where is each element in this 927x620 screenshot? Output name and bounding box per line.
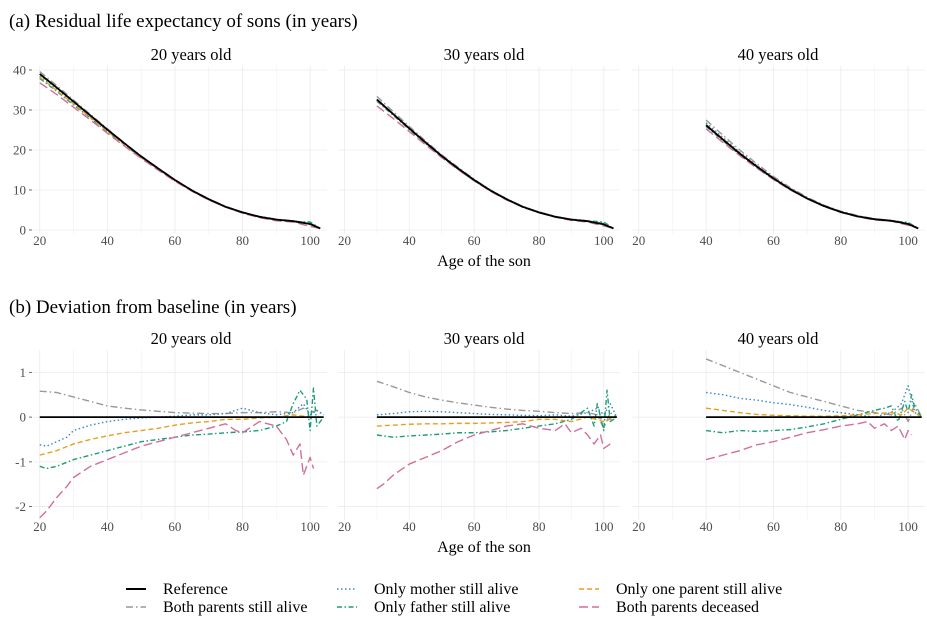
legend-label-both_deceased: Both parents deceased	[616, 599, 759, 616]
legend-label-only_father: Only father still alive	[374, 599, 510, 616]
series-line-only_father	[39, 77, 321, 229]
x-tick-label: 80	[834, 233, 847, 248]
x-tick-label: 20	[33, 519, 46, 534]
x-tick-label: 100	[594, 233, 614, 248]
x-tick-label: 20	[338, 519, 351, 534]
x-tick-label: 60	[168, 519, 181, 534]
facet-1-0: 20 40 60 80 100 -2 -1 0 1	[15, 350, 327, 534]
series-line-both_alive	[705, 358, 923, 423]
x-tick-label: 20	[338, 233, 351, 248]
x-tick-label: 60	[468, 519, 481, 534]
series-line-only_one	[376, 99, 614, 230]
legend-label-reference: Reference	[163, 581, 228, 598]
facet-label-b-40: 40 years old	[738, 329, 819, 348]
series-line-both_deceased	[376, 423, 611, 490]
series-line-only_one	[39, 76, 321, 230]
y-tick-label: 0	[20, 223, 27, 238]
series-line-only_mother	[376, 98, 614, 230]
series-line-reference	[376, 98, 614, 230]
legend-label-only_one: Only one parent still alive	[616, 581, 782, 598]
series-line-only_father	[376, 389, 618, 438]
series-line-only_father	[705, 125, 919, 230]
series-line-both_alive	[376, 95, 614, 230]
panel-a-title: (a) Residual life expectancy of sons (in…	[9, 11, 358, 32]
x-tick-label: 40	[700, 519, 713, 534]
facet-0-0: 20 40 60 80 100 0 10 20 30 40	[13, 63, 327, 248]
x-axis-title-b: Age of the son	[437, 539, 531, 556]
y-tick-label: 30	[13, 103, 26, 118]
x-tick-label: 100	[300, 519, 320, 534]
series-line-only_mother	[39, 402, 325, 447]
x-tick-label: 100	[300, 233, 320, 248]
y-tick-label: -2	[15, 499, 26, 514]
legend-label-only_mother: Only mother still alive	[374, 581, 518, 598]
x-axis-title-a: Age of the son	[437, 253, 531, 270]
facet-label-b-20: 20 years old	[151, 329, 232, 348]
y-tick-label: 40	[13, 63, 26, 78]
x-tick-label: 40	[403, 519, 416, 534]
series-line-only_father	[376, 100, 614, 229]
series-line-only_mother	[39, 75, 321, 230]
series-line-both_alive	[39, 390, 325, 416]
x-tick-label: 100	[898, 233, 918, 248]
series-line-only_mother	[705, 122, 919, 230]
x-tick-label: 40	[700, 233, 713, 248]
x-tick-label: 40	[403, 233, 416, 248]
x-tick-label: 20	[33, 233, 46, 248]
x-tick-label: 80	[236, 519, 249, 534]
y-tick-label: 10	[13, 183, 26, 198]
series-line-both_deceased	[39, 82, 321, 230]
facet-1-2: 20 40 60 80 100	[632, 350, 925, 534]
x-tick-label: 80	[532, 519, 545, 534]
series-line-both_deceased	[705, 420, 913, 461]
y-tick-label: -1	[15, 454, 26, 469]
x-tick-label: 80	[236, 233, 249, 248]
series-line-reference	[705, 124, 919, 230]
x-tick-label: 60	[767, 519, 780, 534]
series-line-only_one	[376, 416, 617, 427]
x-tick-label: 40	[101, 233, 114, 248]
series-line-only_one	[705, 407, 923, 418]
series-line-both_deceased	[39, 420, 315, 519]
x-tick-label: 60	[468, 233, 481, 248]
x-tick-label: 20	[632, 233, 645, 248]
series-line-reference	[39, 73, 321, 230]
x-tick-label: 80	[532, 233, 545, 248]
series-line-both_alive	[376, 380, 618, 429]
facet-label-b-30: 30 years old	[444, 329, 525, 348]
facet-label-a-20: 20 years old	[151, 45, 232, 64]
series-line-both_alive	[705, 119, 919, 230]
facet-1-1: 20 40 60 80 100	[338, 350, 620, 534]
x-tick-label: 60	[767, 233, 780, 248]
x-tick-label: 80	[834, 519, 847, 534]
series-line-both_deceased	[376, 105, 614, 230]
legend-label-both_alive: Both parents still alive	[163, 599, 307, 616]
y-tick-label: 20	[13, 143, 26, 158]
facet-0-1: 20 40 60 80 100	[338, 66, 620, 248]
series-line-only_mother	[376, 402, 618, 418]
series-line-only_father	[39, 387, 325, 470]
y-tick-label: 0	[20, 410, 27, 425]
series-line-both_deceased	[705, 128, 919, 230]
facet-0-2: 20 40 60 80 100	[632, 66, 925, 248]
facet-label-a-30: 30 years old	[444, 45, 525, 64]
y-tick-label: 1	[20, 365, 27, 380]
facet-label-a-40: 40 years old	[738, 45, 819, 64]
x-tick-label: 100	[898, 519, 918, 534]
x-tick-label: 20	[632, 519, 645, 534]
panel-b-title: (b) Deviation from baseline (in years)	[9, 297, 297, 318]
x-tick-label: 60	[168, 233, 181, 248]
x-tick-label: 40	[101, 519, 114, 534]
x-tick-label: 100	[594, 519, 614, 534]
series-line-only_one	[705, 123, 919, 230]
